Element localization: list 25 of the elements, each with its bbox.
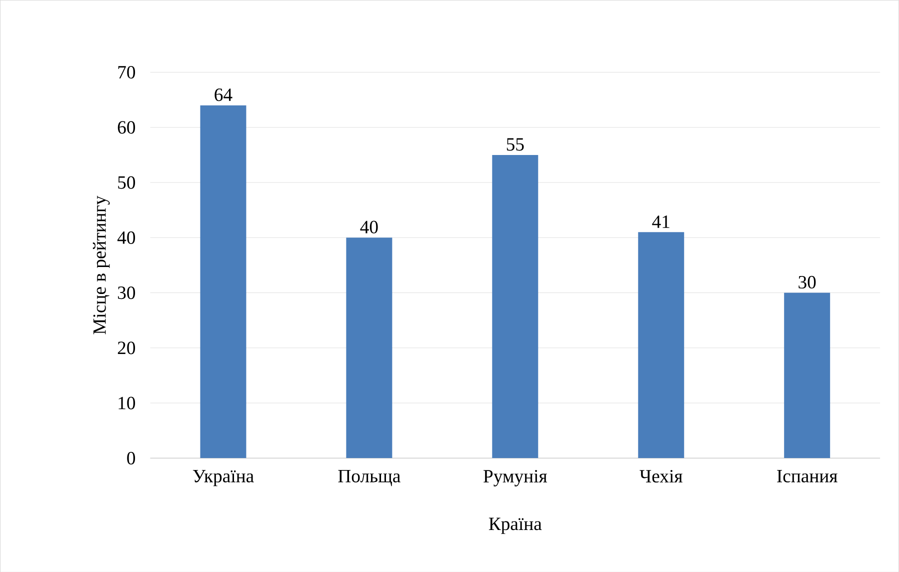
data-label: 64: [214, 88, 232, 101]
bar: [492, 154, 538, 458]
data-label: 30: [798, 276, 816, 288]
bar: [200, 105, 246, 458]
x-tick-label: Румунія: [484, 470, 548, 486]
y-tick-label: 0: [127, 452, 136, 464]
bar: [638, 232, 684, 458]
data-label: 40: [360, 220, 378, 234]
x-axis-title: Країна: [488, 518, 542, 534]
y-tick-label: 50: [118, 176, 136, 189]
y-tick-label: 60: [118, 120, 136, 134]
x-tick-label: Польща: [338, 470, 400, 486]
y-tick-label: 30: [118, 286, 136, 299]
data-label: 55: [506, 138, 524, 150]
x-tick-label: Чехія: [640, 470, 682, 482]
data-label: 41: [652, 215, 670, 228]
x-tick-label: Іспания: [777, 470, 838, 482]
bar: [346, 237, 392, 458]
y-tick-label: 40: [117, 231, 136, 244]
bar: [784, 292, 830, 458]
y-tick-label: 70: [118, 66, 136, 78]
y-tick-label: 10: [118, 396, 136, 410]
y-tick-label: 20: [118, 341, 136, 354]
y-axis-title: Місце в рейтингу: [92, 195, 110, 334]
x-tick-label: Україна: [192, 470, 254, 486]
